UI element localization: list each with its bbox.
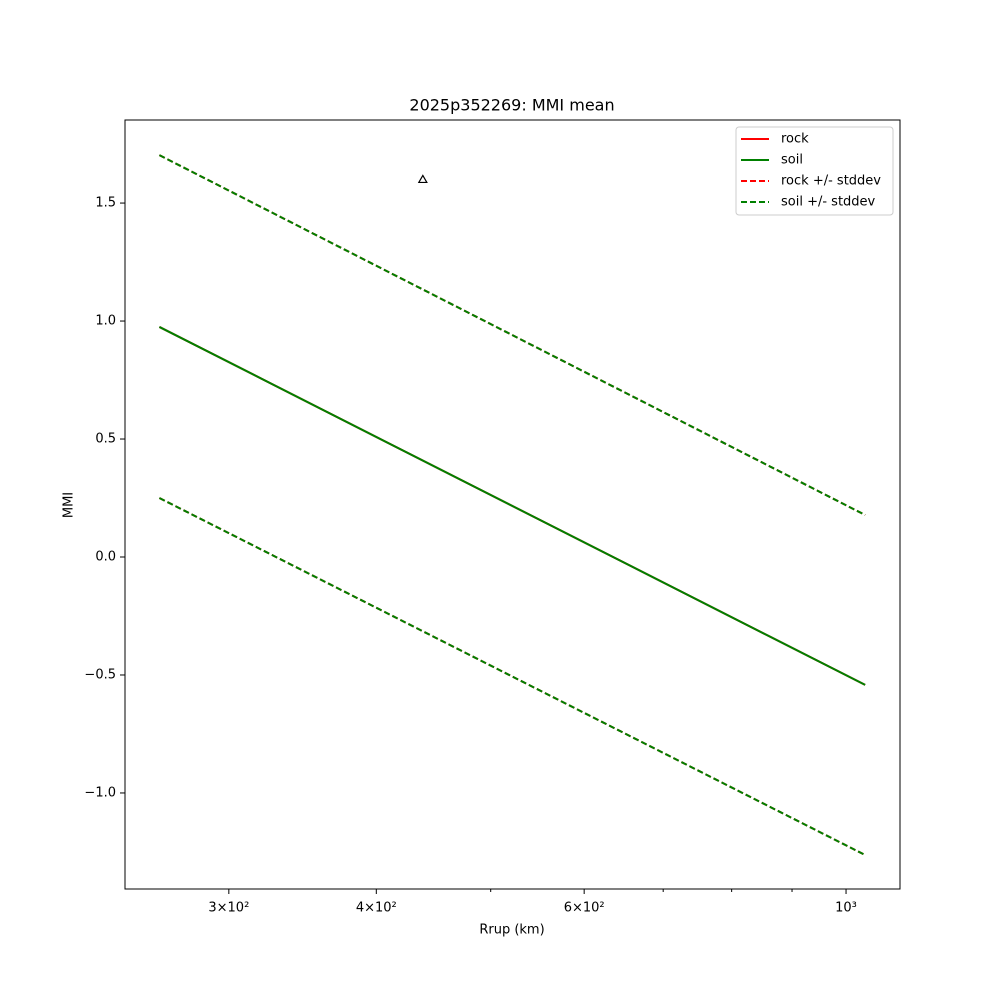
y-tick-label: 1.0 <box>95 314 116 329</box>
x-axis-label: Rrup (km) <box>479 923 544 938</box>
y-tick-label: 0.0 <box>95 550 116 565</box>
x-tick-label: 3×10² <box>208 901 249 916</box>
legend-box <box>735 126 894 216</box>
series-line <box>158 326 866 686</box>
y-tick-label: −1.0 <box>84 785 116 800</box>
legend-label: soil +/- stddev <box>781 195 876 210</box>
plot-frame <box>124 119 901 890</box>
observation-marker <box>417 174 428 184</box>
lower-stddev-line <box>158 497 866 856</box>
x-tick-label: 4×10² <box>356 901 397 916</box>
y-tick-label: 0.5 <box>95 432 116 447</box>
legend-label: soil <box>781 153 803 168</box>
chart-title: 2025p352269: MMI mean <box>409 96 614 115</box>
y-tick-label: −0.5 <box>84 667 116 682</box>
legend-label: rock +/- stddev <box>781 174 881 189</box>
legend-label: rock <box>781 132 809 147</box>
x-tick-label: 10³ <box>835 901 857 916</box>
y-axis-label: MMI <box>62 492 77 518</box>
y-tick-label: 1.5 <box>95 196 116 211</box>
x-tick-label: 6×10² <box>564 901 605 916</box>
upper-stddev-line <box>158 154 866 516</box>
